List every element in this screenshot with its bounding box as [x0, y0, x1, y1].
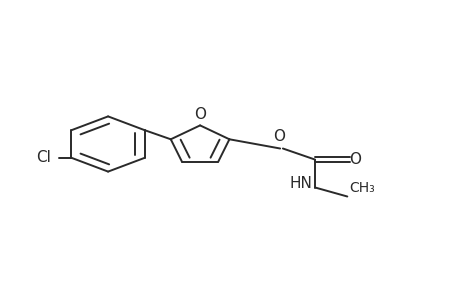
Text: HN: HN — [289, 176, 312, 190]
Text: O: O — [194, 107, 206, 122]
Text: O: O — [273, 129, 285, 144]
Text: CH₃: CH₃ — [349, 181, 375, 195]
Text: O: O — [348, 152, 360, 167]
Text: Cl: Cl — [36, 150, 50, 165]
